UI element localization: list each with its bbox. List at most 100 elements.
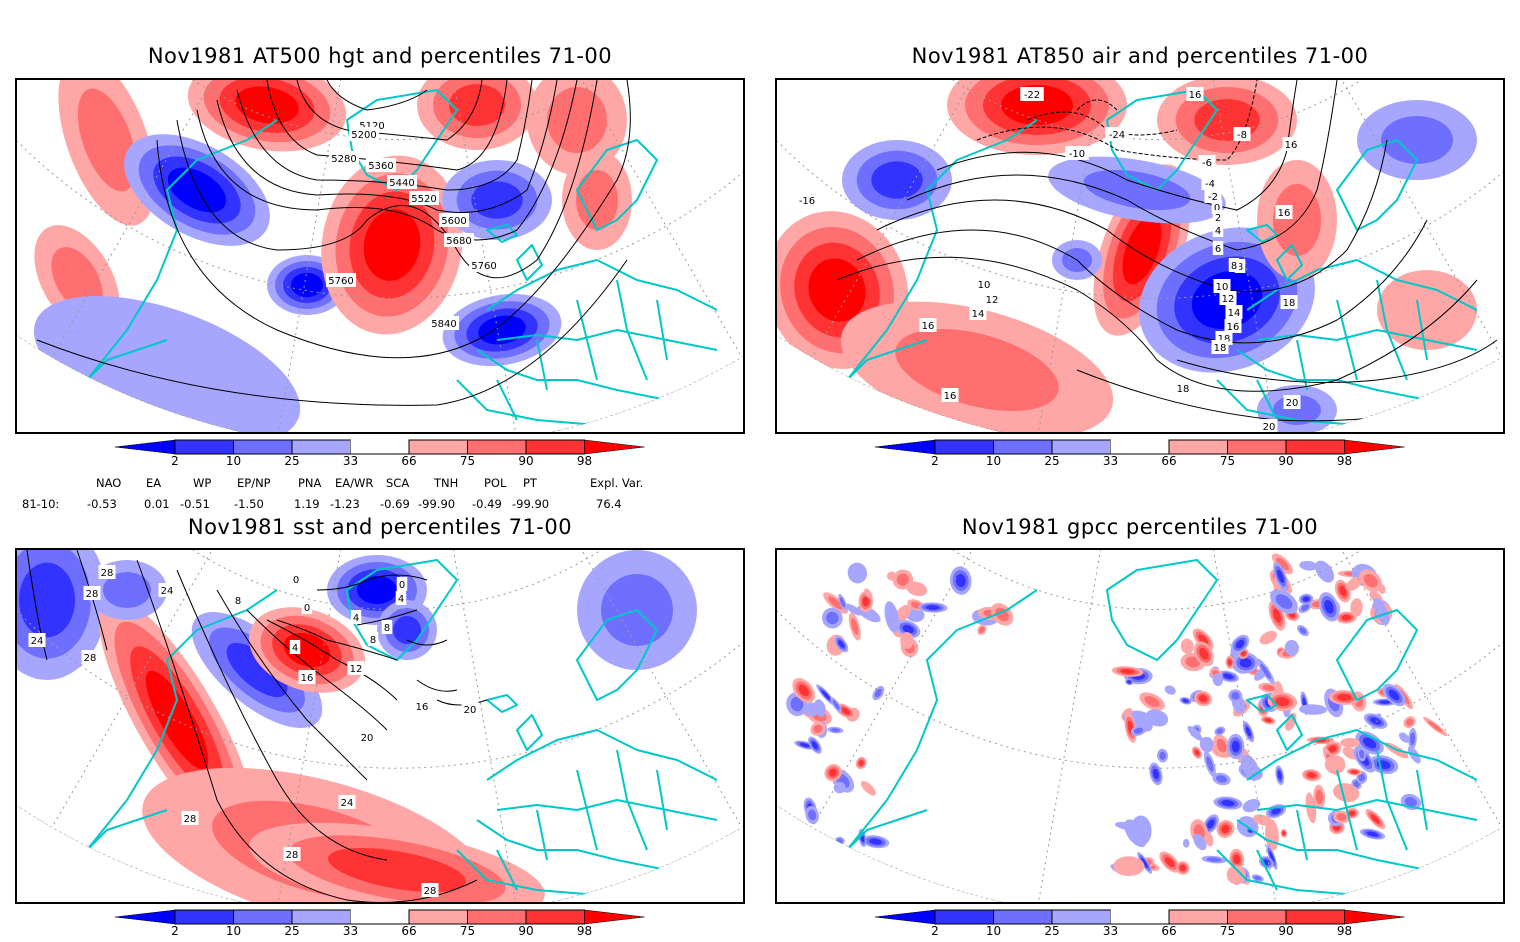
negative-anomaly-area bbox=[17, 550, 107, 680]
index-header: NAO bbox=[96, 476, 122, 490]
coastline bbox=[1276, 714, 1303, 751]
dry-percentile-area bbox=[1373, 597, 1390, 625]
svg-text:4: 4 bbox=[1215, 226, 1221, 237]
contour-label: 0 bbox=[1211, 200, 1223, 214]
wet-percentile-area bbox=[1259, 630, 1277, 645]
contour-label: 5280 bbox=[329, 151, 359, 165]
negative-anomaly-area bbox=[1048, 156, 1226, 224]
contour-label: 14 bbox=[969, 306, 987, 320]
positive-anomaly-area bbox=[947, 80, 1127, 155]
colorbar-segment bbox=[525, 439, 585, 455]
wet-percentile-area bbox=[1229, 848, 1245, 870]
svg-text:-6: -6 bbox=[1202, 158, 1212, 169]
svg-text:28: 28 bbox=[84, 653, 97, 664]
contour-label: 4 bbox=[395, 591, 407, 605]
contour-line bbox=[176, 569, 388, 861]
contour-label: -4 bbox=[1201, 176, 1219, 190]
coastline bbox=[656, 769, 668, 831]
contour-label: 14 bbox=[1225, 305, 1243, 319]
coastline bbox=[1336, 769, 1358, 851]
dry-percentile-area bbox=[794, 740, 816, 750]
wet-percentile-area bbox=[1346, 768, 1363, 776]
coastline bbox=[1256, 329, 1478, 351]
wet-percentile-area bbox=[1403, 716, 1416, 729]
colorbar-tick-label: 98 bbox=[576, 454, 593, 468]
coastline bbox=[496, 799, 718, 821]
svg-text:0: 0 bbox=[304, 603, 310, 614]
contour-label: 16 bbox=[1275, 205, 1293, 219]
coastline bbox=[1376, 279, 1408, 381]
contour-label: -6 bbox=[1198, 155, 1216, 169]
map-disc: -22-24-10-8-6-4-202468810101212141416161… bbox=[777, 80, 1503, 432]
colorbar-lower-arrow bbox=[875, 439, 936, 455]
contour-label: 5360 bbox=[366, 158, 396, 172]
negative-anomaly-area bbox=[1357, 100, 1477, 180]
svg-text:28: 28 bbox=[424, 886, 437, 897]
coastline bbox=[1246, 224, 1278, 243]
contour-label: 28 bbox=[83, 586, 101, 600]
contour-line bbox=[296, 80, 483, 141]
negative-anomaly-area bbox=[33, 296, 301, 432]
colorbar-tick-label: 98 bbox=[1336, 924, 1353, 938]
dry-percentile-area bbox=[1357, 746, 1367, 762]
svg-text:4: 4 bbox=[292, 643, 298, 654]
colorbar-segment bbox=[233, 909, 293, 925]
contour-line bbox=[156, 80, 631, 359]
colorbar-segment bbox=[467, 909, 527, 925]
contour-label: 5200 bbox=[349, 127, 379, 141]
svg-text:14: 14 bbox=[972, 309, 985, 320]
svg-text:5360: 5360 bbox=[368, 161, 393, 172]
contour-label: 5840 bbox=[429, 316, 459, 330]
coastline bbox=[656, 299, 668, 361]
contour-line bbox=[246, 609, 388, 731]
negative-anomaly-area bbox=[124, 134, 270, 246]
colorbar-tick-label: 90 bbox=[518, 924, 534, 938]
svg-text:5200: 5200 bbox=[351, 130, 376, 141]
colorbar-tick-label: 10 bbox=[225, 454, 242, 468]
svg-text:5120: 5120 bbox=[359, 121, 384, 132]
dry-percentile-area bbox=[1245, 827, 1256, 835]
positive-anomaly-area bbox=[527, 80, 627, 175]
dry-percentile-area bbox=[884, 601, 900, 633]
dry-percentile-area bbox=[1298, 602, 1312, 614]
wet-percentile-area bbox=[1324, 755, 1346, 775]
svg-text:28: 28 bbox=[86, 589, 99, 600]
dry-percentile-area bbox=[1297, 624, 1309, 637]
dry-percentile-area bbox=[1213, 796, 1243, 810]
dry-percentile-area bbox=[1256, 658, 1275, 685]
wet-percentile-area bbox=[810, 721, 826, 736]
wet-percentile-area bbox=[1302, 769, 1322, 782]
svg-text:-24: -24 bbox=[1109, 130, 1125, 141]
colorbar-tick-label: 75 bbox=[459, 454, 476, 468]
contour-line bbox=[356, 609, 418, 626]
dry-percentile-area bbox=[1182, 838, 1190, 848]
colorbar-tick-label: 98 bbox=[576, 924, 593, 938]
wet-percentile-area bbox=[1258, 682, 1279, 693]
svg-text:28: 28 bbox=[184, 814, 197, 825]
svg-text:2: 2 bbox=[1215, 213, 1221, 224]
colorbar-segment bbox=[350, 910, 409, 924]
contour-label: 4 bbox=[289, 640, 301, 654]
svg-text:5760: 5760 bbox=[328, 276, 353, 287]
colorbar-upper-arrow bbox=[584, 909, 645, 925]
coastline bbox=[536, 339, 548, 391]
svg-text:-8: -8 bbox=[1237, 130, 1247, 141]
colorbar-segment bbox=[1051, 439, 1111, 455]
colorbar-tick-label: 33 bbox=[1102, 454, 1119, 468]
panel-title-air850: Nov1981 AT850 air and percentiles 71-00 bbox=[911, 44, 1369, 68]
positive-anomaly-area bbox=[562, 150, 632, 250]
index-value: -0.53 bbox=[87, 497, 117, 511]
colorbar-tick-label: 33 bbox=[1102, 924, 1119, 938]
contour-label: 8 bbox=[1228, 258, 1240, 272]
dry-percentile-area bbox=[1145, 709, 1169, 727]
dry-percentile-area bbox=[1214, 726, 1226, 736]
svg-text:14: 14 bbox=[1228, 308, 1241, 319]
index-value: -99.90 bbox=[418, 497, 456, 511]
contour-line bbox=[196, 80, 578, 241]
coastline bbox=[496, 329, 718, 351]
contour-line bbox=[836, 256, 1478, 392]
dry-percentile-area bbox=[1125, 678, 1134, 686]
dry-percentile-area bbox=[1217, 670, 1239, 683]
dry-percentile-area bbox=[1203, 751, 1216, 777]
index-value: -0.69 bbox=[380, 497, 410, 511]
